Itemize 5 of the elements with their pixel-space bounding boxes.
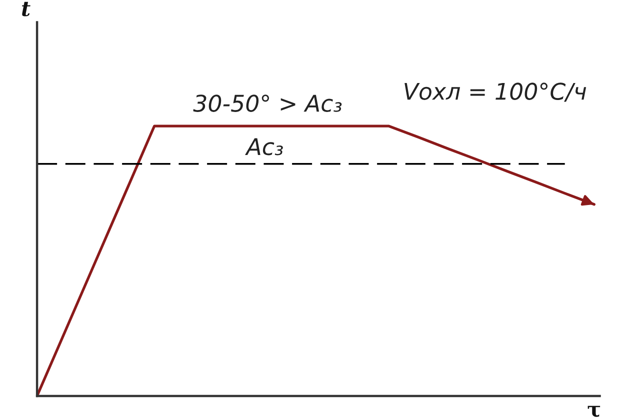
text: t [22, 2, 30, 16]
x-axis-title: τ [588, 406, 600, 417]
text: 30-50° > Ac₃ [193, 94, 342, 112]
series-label: Ac₃ [244, 138, 283, 156]
text: Vохл = 100°C/ч [404, 82, 586, 102]
